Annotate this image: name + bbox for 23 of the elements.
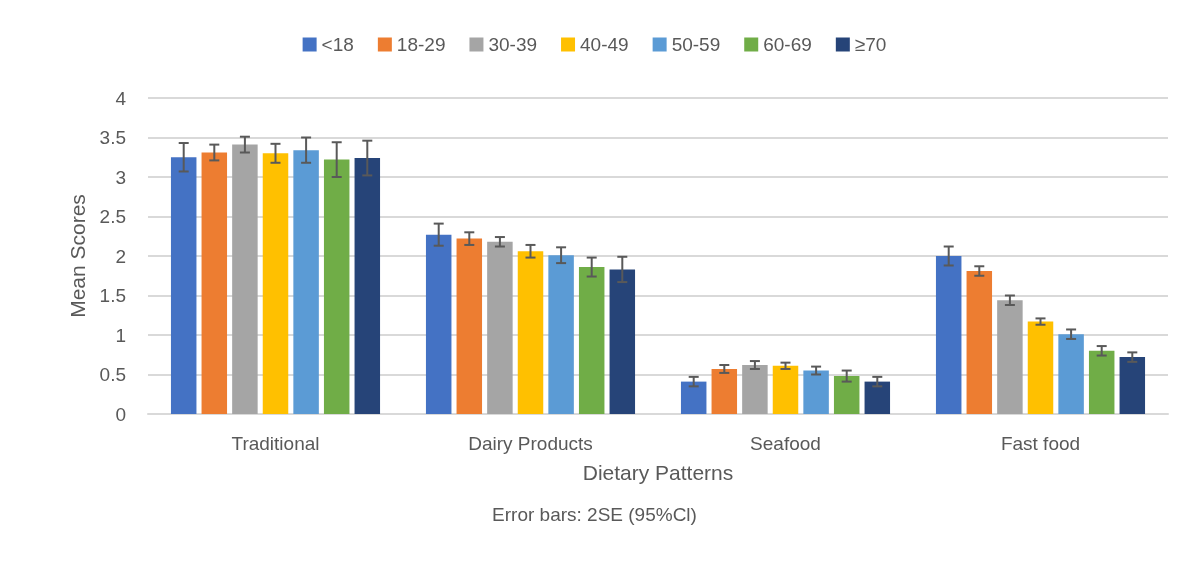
x-axis-title: Dietary Patterns [582, 461, 734, 484]
y-tick-label: 3.5 [99, 127, 126, 148]
y-tick-label: 1.5 [99, 285, 126, 306]
y-tick-label: 0 [115, 403, 126, 425]
x-tick-label: Seafood [750, 433, 821, 454]
x-tick-label: Traditional [231, 433, 320, 454]
text: Error bars: 2SE (95%Cl) [492, 504, 697, 525]
y-axis-title: Mean Scores [66, 194, 89, 318]
y-tick-label: 2.5 [99, 206, 126, 227]
y-tick-label: 1 [115, 324, 126, 346]
y-tick-label: 0.5 [99, 364, 126, 385]
legend-label: 50-59 [671, 34, 721, 55]
legend-label: 30-39 [488, 34, 538, 55]
x-tick-label: Dairy Products [468, 433, 593, 454]
legend-label: <18 [321, 34, 354, 55]
y-tick-label: 4 [115, 87, 127, 109]
y-tick-label: 3 [115, 166, 126, 188]
y-tick-label: 2 [115, 245, 126, 267]
legend-label: 40-49 [580, 34, 629, 55]
legend-label: ≥70 [854, 34, 887, 55]
legend-label: 18-29 [396, 34, 446, 55]
x-tick-label: Fast food [1000, 433, 1081, 454]
legend-label: 60-69 [763, 34, 812, 55]
